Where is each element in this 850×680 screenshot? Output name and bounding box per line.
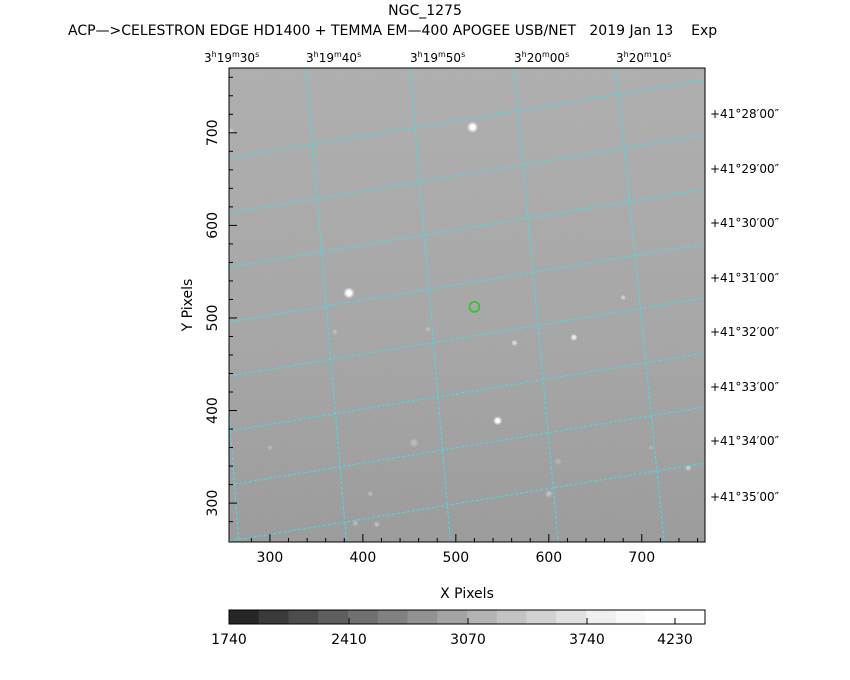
- star: [352, 520, 359, 527]
- colorbar-segment: [615, 610, 646, 624]
- dec-grid-line: [229, 406, 705, 486]
- ra-grid-line: [615, 68, 665, 542]
- star: [554, 457, 563, 466]
- y-tick-label: 700: [205, 119, 221, 146]
- dec-label: +41°35′00″: [710, 490, 780, 504]
- ra-label: 3h19m30s: [204, 50, 259, 65]
- x-tick-label: 700: [628, 550, 655, 566]
- colorbar-segment: [467, 610, 498, 624]
- star-core: [495, 418, 500, 423]
- sky-image: [229, 68, 705, 542]
- dec-label: +41°34′00″: [710, 434, 780, 448]
- colorbar-segment: [407, 610, 438, 624]
- colorbar-segment: [586, 610, 617, 624]
- colorbar-segment: [556, 610, 587, 624]
- x-axis-ticks: 300 400 500 600 700: [250, 534, 699, 566]
- colorbar-segment: [348, 610, 379, 624]
- star: [544, 489, 553, 498]
- dec-label: +41°32′00″: [710, 325, 780, 339]
- dec-grid-line: [229, 79, 705, 159]
- y-tick-label: 300: [205, 490, 221, 517]
- ra-grid-line: [229, 402, 240, 542]
- dec-label: +41°33′00″: [710, 380, 780, 394]
- x-tick-label: 600: [535, 550, 562, 566]
- colorbar-tick-label: 1740: [211, 632, 247, 648]
- star: [685, 464, 692, 472]
- coordinate-grid: [229, 68, 705, 542]
- ra-grid-line: [409, 68, 451, 542]
- colorbar-segment: [288, 610, 319, 624]
- colorbar-segment: [645, 610, 676, 624]
- ra-label: 3h20m00s: [514, 50, 569, 65]
- colorbar-tick-label: 4230: [657, 632, 693, 648]
- dec-grid-line: [229, 462, 705, 542]
- colorbar-labels: 1740 2410 3070 3740 4230: [211, 618, 693, 648]
- stars-layer: [229, 121, 692, 528]
- star-core: [346, 290, 352, 296]
- colorbar-segment: [377, 610, 408, 624]
- star-core: [470, 124, 476, 130]
- dec-grid-line: [229, 134, 705, 214]
- star: [267, 444, 273, 451]
- y-tick-label: 400: [205, 397, 221, 424]
- ra-label: 3h20m10s: [616, 50, 671, 65]
- dec-label: +41°28′00″: [710, 107, 780, 121]
- sky-noise: [229, 68, 705, 542]
- ra-grid-line: [513, 68, 559, 542]
- star: [425, 326, 431, 332]
- ra-grid-line: [305, 68, 347, 542]
- star: [367, 490, 374, 497]
- dec-label: +41°30′00″: [710, 216, 780, 230]
- star: [511, 339, 518, 347]
- colorbar-segment: [526, 610, 557, 624]
- star: [570, 333, 578, 342]
- dec-labels: +41°28′00″ +41°29′00″ +41°30′00″ +41°31′00″…: [710, 107, 780, 504]
- colorbar-segment: [318, 610, 349, 624]
- dec-label: +41°31′00″: [710, 271, 780, 285]
- colorbar-segment: [675, 610, 706, 624]
- x-tick-label: 300: [257, 550, 284, 566]
- colorbar-tick-label: 3070: [450, 632, 486, 648]
- star: [332, 328, 338, 335]
- star: [409, 438, 419, 448]
- y-tick-label: 600: [205, 212, 221, 239]
- dec-grid-line: [229, 352, 705, 432]
- colorbar-tick-label: 3740: [569, 632, 605, 648]
- colorbar: [228, 609, 706, 625]
- image-subtitle: ACP—>CELESTRON EDGE HD1400 + TEMMA EM—40…: [68, 23, 717, 39]
- x-tick-label: 500: [442, 550, 469, 566]
- colorbar-tick-label: 2410: [331, 632, 367, 648]
- colorbar-segment: [437, 610, 468, 624]
- dec-grid-line: [229, 243, 705, 323]
- y-axis-label: Y Pixels: [180, 279, 196, 333]
- y-tick-label: 500: [205, 305, 221, 332]
- dec-grid-line: [229, 188, 705, 268]
- ra-label: 3h19m50s: [410, 50, 465, 65]
- star: [620, 294, 627, 301]
- x-axis-label: X Pixels: [440, 586, 494, 602]
- colorbar-segment: [496, 610, 527, 624]
- ra-label: 3h19m40s: [306, 50, 361, 65]
- plot-frame: [228, 67, 706, 543]
- ra-labels: 3h19m30s 3h19m40s 3h19m50s 3h20m00s 3h20m10s: [204, 50, 671, 65]
- dec-grid-line: [229, 297, 705, 377]
- colorbar-segment: [258, 610, 289, 624]
- image-title: NGC_1275: [388, 3, 462, 19]
- x-tick-label: 400: [350, 550, 377, 566]
- star: [648, 444, 654, 451]
- target-marker[interactable]: [468, 301, 481, 313]
- colorbar-frame: [228, 609, 706, 625]
- colorbar-segment: [229, 610, 260, 624]
- y-axis-ticks: 300 400 500 600 700: [205, 76, 237, 523]
- star: [373, 521, 381, 528]
- dec-label: +41°29′00″: [710, 162, 780, 176]
